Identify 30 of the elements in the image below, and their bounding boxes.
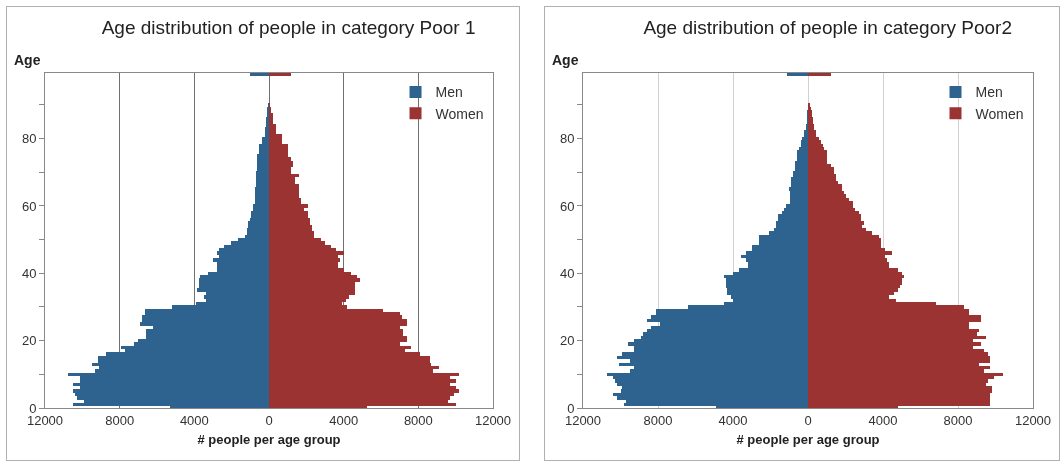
y-tick-label: 20 bbox=[21, 333, 37, 349]
y-axis-title: Age bbox=[14, 52, 41, 68]
x-tick-label: 4000 bbox=[868, 412, 898, 428]
y-tick-label: 60 bbox=[21, 198, 37, 214]
y-axis-title: Age bbox=[552, 52, 579, 68]
chart-title: Age distribution of people in category Poor 1 bbox=[101, 16, 476, 38]
legend-label: Women bbox=[435, 105, 484, 122]
y-tick-label: 40 bbox=[21, 265, 37, 281]
chart-title: Age distribution of people in category Poor2 bbox=[643, 16, 1013, 38]
x-tick-label: 8000 bbox=[643, 412, 673, 428]
x-tick-label: 4000 bbox=[718, 412, 748, 428]
y-tick-label: 80 bbox=[559, 131, 575, 147]
x-tick-label: 8000 bbox=[105, 412, 135, 428]
y-tick-label: 60 bbox=[559, 198, 575, 214]
x-axis-title: # people per age group bbox=[736, 432, 880, 448]
y-tick-label: 80 bbox=[21, 131, 37, 147]
y-tick-label: 40 bbox=[559, 265, 575, 281]
x-tick-label: 8000 bbox=[943, 412, 973, 428]
x-tick-label: 12000 bbox=[474, 412, 512, 428]
x-tick-label: 4000 bbox=[329, 412, 359, 428]
legend-label: Men bbox=[435, 84, 463, 101]
legend-label: Men bbox=[975, 84, 1003, 101]
y-tick-label: 20 bbox=[559, 333, 575, 349]
x-tick-label: 0 bbox=[265, 412, 273, 428]
legend-label: Women bbox=[975, 105, 1024, 122]
x-tick-label: 4000 bbox=[179, 412, 209, 428]
x-tick-label: 0 bbox=[804, 412, 812, 428]
x-tick-label: 8000 bbox=[403, 412, 433, 428]
x-axis-title: # people per age group bbox=[197, 432, 341, 448]
x-tick-label: 12000 bbox=[1014, 412, 1052, 428]
